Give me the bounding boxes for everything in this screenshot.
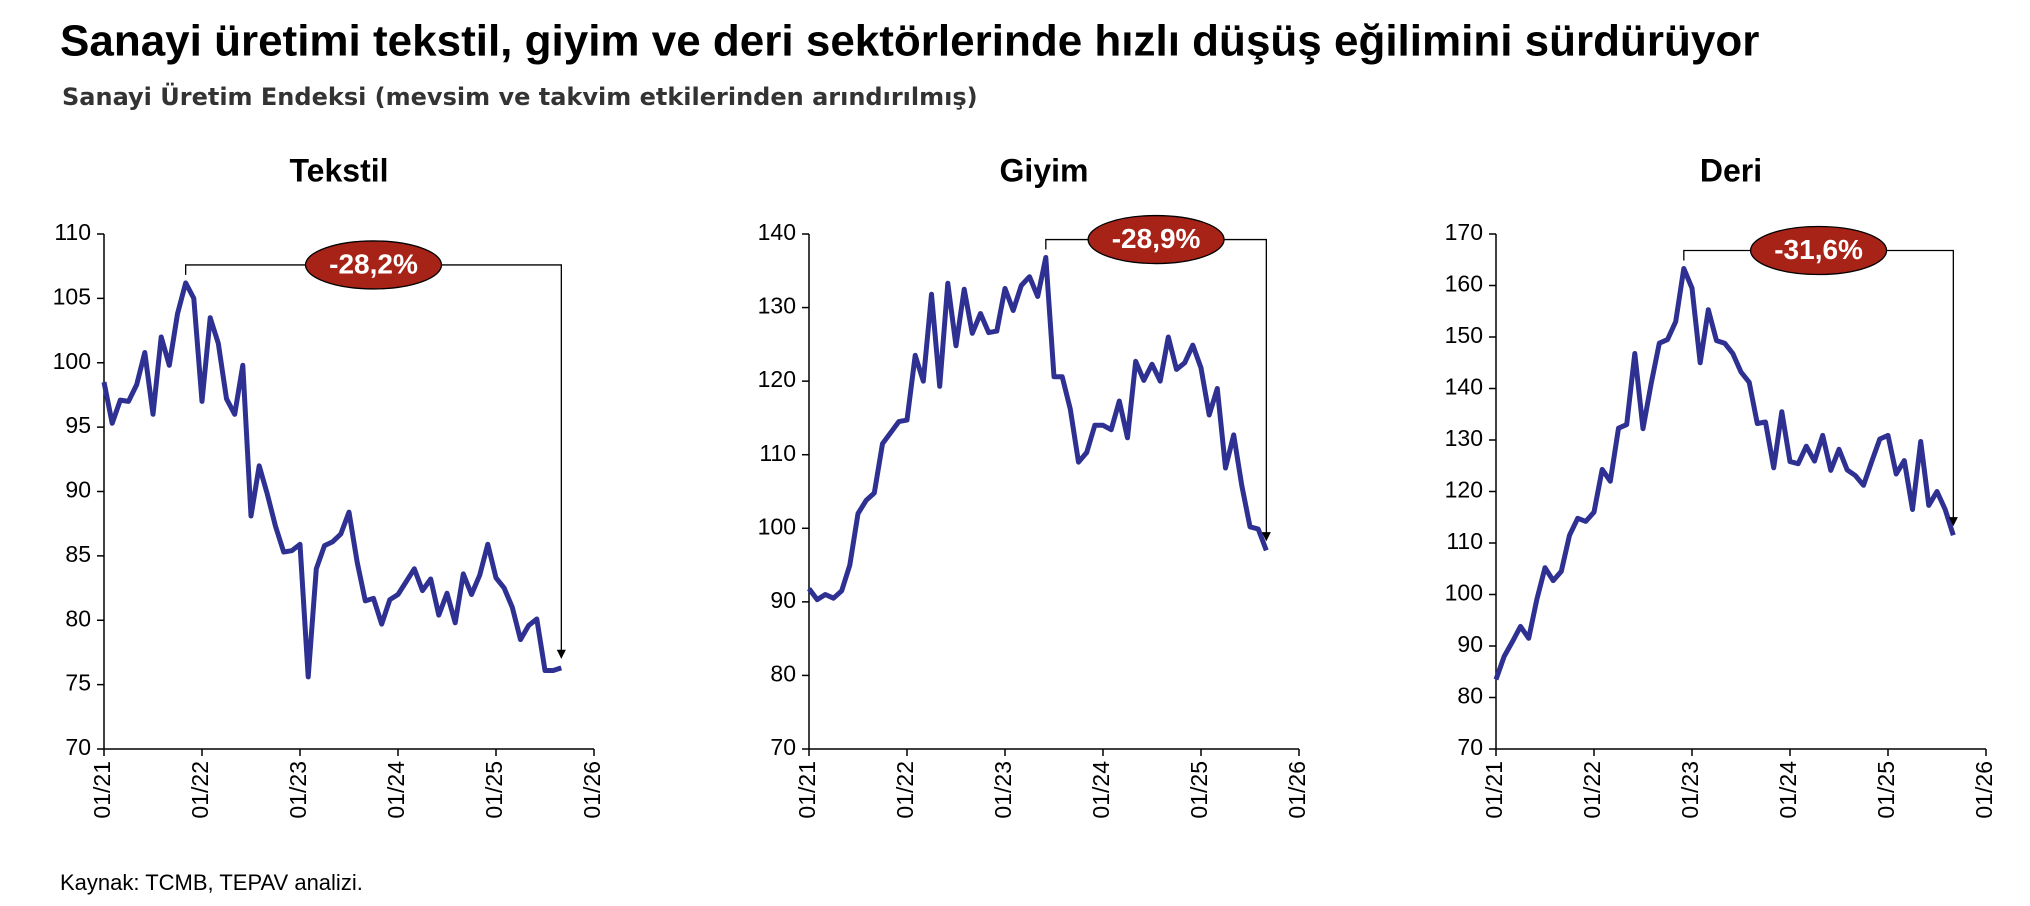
y-tick-label: 70: [770, 734, 796, 760]
y-tick-label: 80: [65, 605, 91, 631]
x-tick-label: 01/24: [1775, 761, 1801, 819]
chart-title: Deri: [1700, 152, 1762, 188]
x-tick-label: 01/23: [990, 761, 1016, 819]
y-tick-label: 110: [1446, 528, 1483, 554]
chart-title: Giyim: [1000, 152, 1089, 188]
annotation-label: -31,6%: [1774, 234, 1863, 265]
y-tick-label: 130: [1445, 425, 1483, 451]
y-tick-label: 90: [65, 477, 91, 503]
x-tick-label: 01/21: [89, 761, 115, 819]
y-tick-label: 100: [53, 348, 91, 374]
x-tick-label: 01/24: [1088, 761, 1114, 819]
y-tick-label: 110: [54, 219, 91, 245]
x-tick-label: 01/21: [794, 761, 820, 819]
y-tick-label: 105: [53, 283, 91, 309]
page-subtitle: Sanayi Üretim Endeksi (mevsim ve takvim …: [62, 81, 978, 111]
annotation-label: -28,9%: [1112, 223, 1201, 254]
data-line: [1493, 266, 1956, 681]
annotation-badge: [1749, 225, 1888, 276]
y-tick-label: 170: [1445, 219, 1483, 245]
y-tick-label: 120: [758, 366, 796, 392]
y-tick-label: 80: [1457, 683, 1483, 709]
x-tick-label: 01/22: [187, 761, 213, 819]
chart-title: Tekstil: [290, 152, 389, 188]
y-tick-label: 90: [1457, 631, 1483, 657]
change-bracket: [1683, 249, 1958, 527]
change-bracket: [1045, 238, 1271, 542]
y-tick-label: 150: [1445, 322, 1483, 348]
y-tick-label: 140: [758, 219, 796, 245]
y-tick-label: 110: [759, 440, 796, 466]
y-tick-label: 90: [770, 587, 796, 613]
x-tick-label: 01/25: [1873, 761, 1899, 819]
x-tick-label: 01/24: [383, 761, 409, 819]
data-line: [806, 255, 1269, 603]
y-tick-label: 95: [65, 412, 91, 438]
y-tick-label: 160: [1445, 271, 1483, 297]
y-tick-label: 70: [65, 734, 91, 760]
x-tick-label: 01/21: [1481, 761, 1507, 819]
annotation-label: -28,2%: [329, 248, 418, 279]
y-tick-label: 120: [1445, 477, 1483, 503]
source-note: Kaynak: TCMB, TEPAV analizi.: [60, 870, 363, 895]
x-tick-label: 01/26: [1284, 761, 1310, 819]
y-tick-label: 80: [770, 661, 796, 687]
x-tick-label: 01/26: [1971, 761, 1997, 819]
y-tick-label: 140: [1445, 374, 1483, 400]
x-tick-label: 01/25: [481, 761, 507, 819]
x-tick-label: 01/22: [1579, 761, 1605, 819]
y-tick-label: 100: [1445, 580, 1483, 606]
y-tick-label: 85: [65, 541, 91, 567]
y-tick-label: 130: [758, 293, 796, 319]
y-tick-label: 100: [758, 513, 796, 539]
x-tick-label: 01/23: [1677, 761, 1703, 819]
x-tick-label: 01/23: [285, 761, 311, 819]
x-tick-label: 01/25: [1186, 761, 1212, 819]
x-tick-label: 01/22: [892, 761, 918, 819]
y-tick-label: 75: [65, 670, 91, 696]
annotation-badge: [1087, 214, 1225, 265]
page-title: Sanayi üretimi tekstil, giyim ve deri se…: [60, 17, 1759, 66]
data-line: [101, 280, 563, 680]
x-tick-label: 01/26: [579, 761, 605, 819]
y-tick-label: 70: [1457, 734, 1483, 760]
annotation-badge: [304, 240, 443, 290]
